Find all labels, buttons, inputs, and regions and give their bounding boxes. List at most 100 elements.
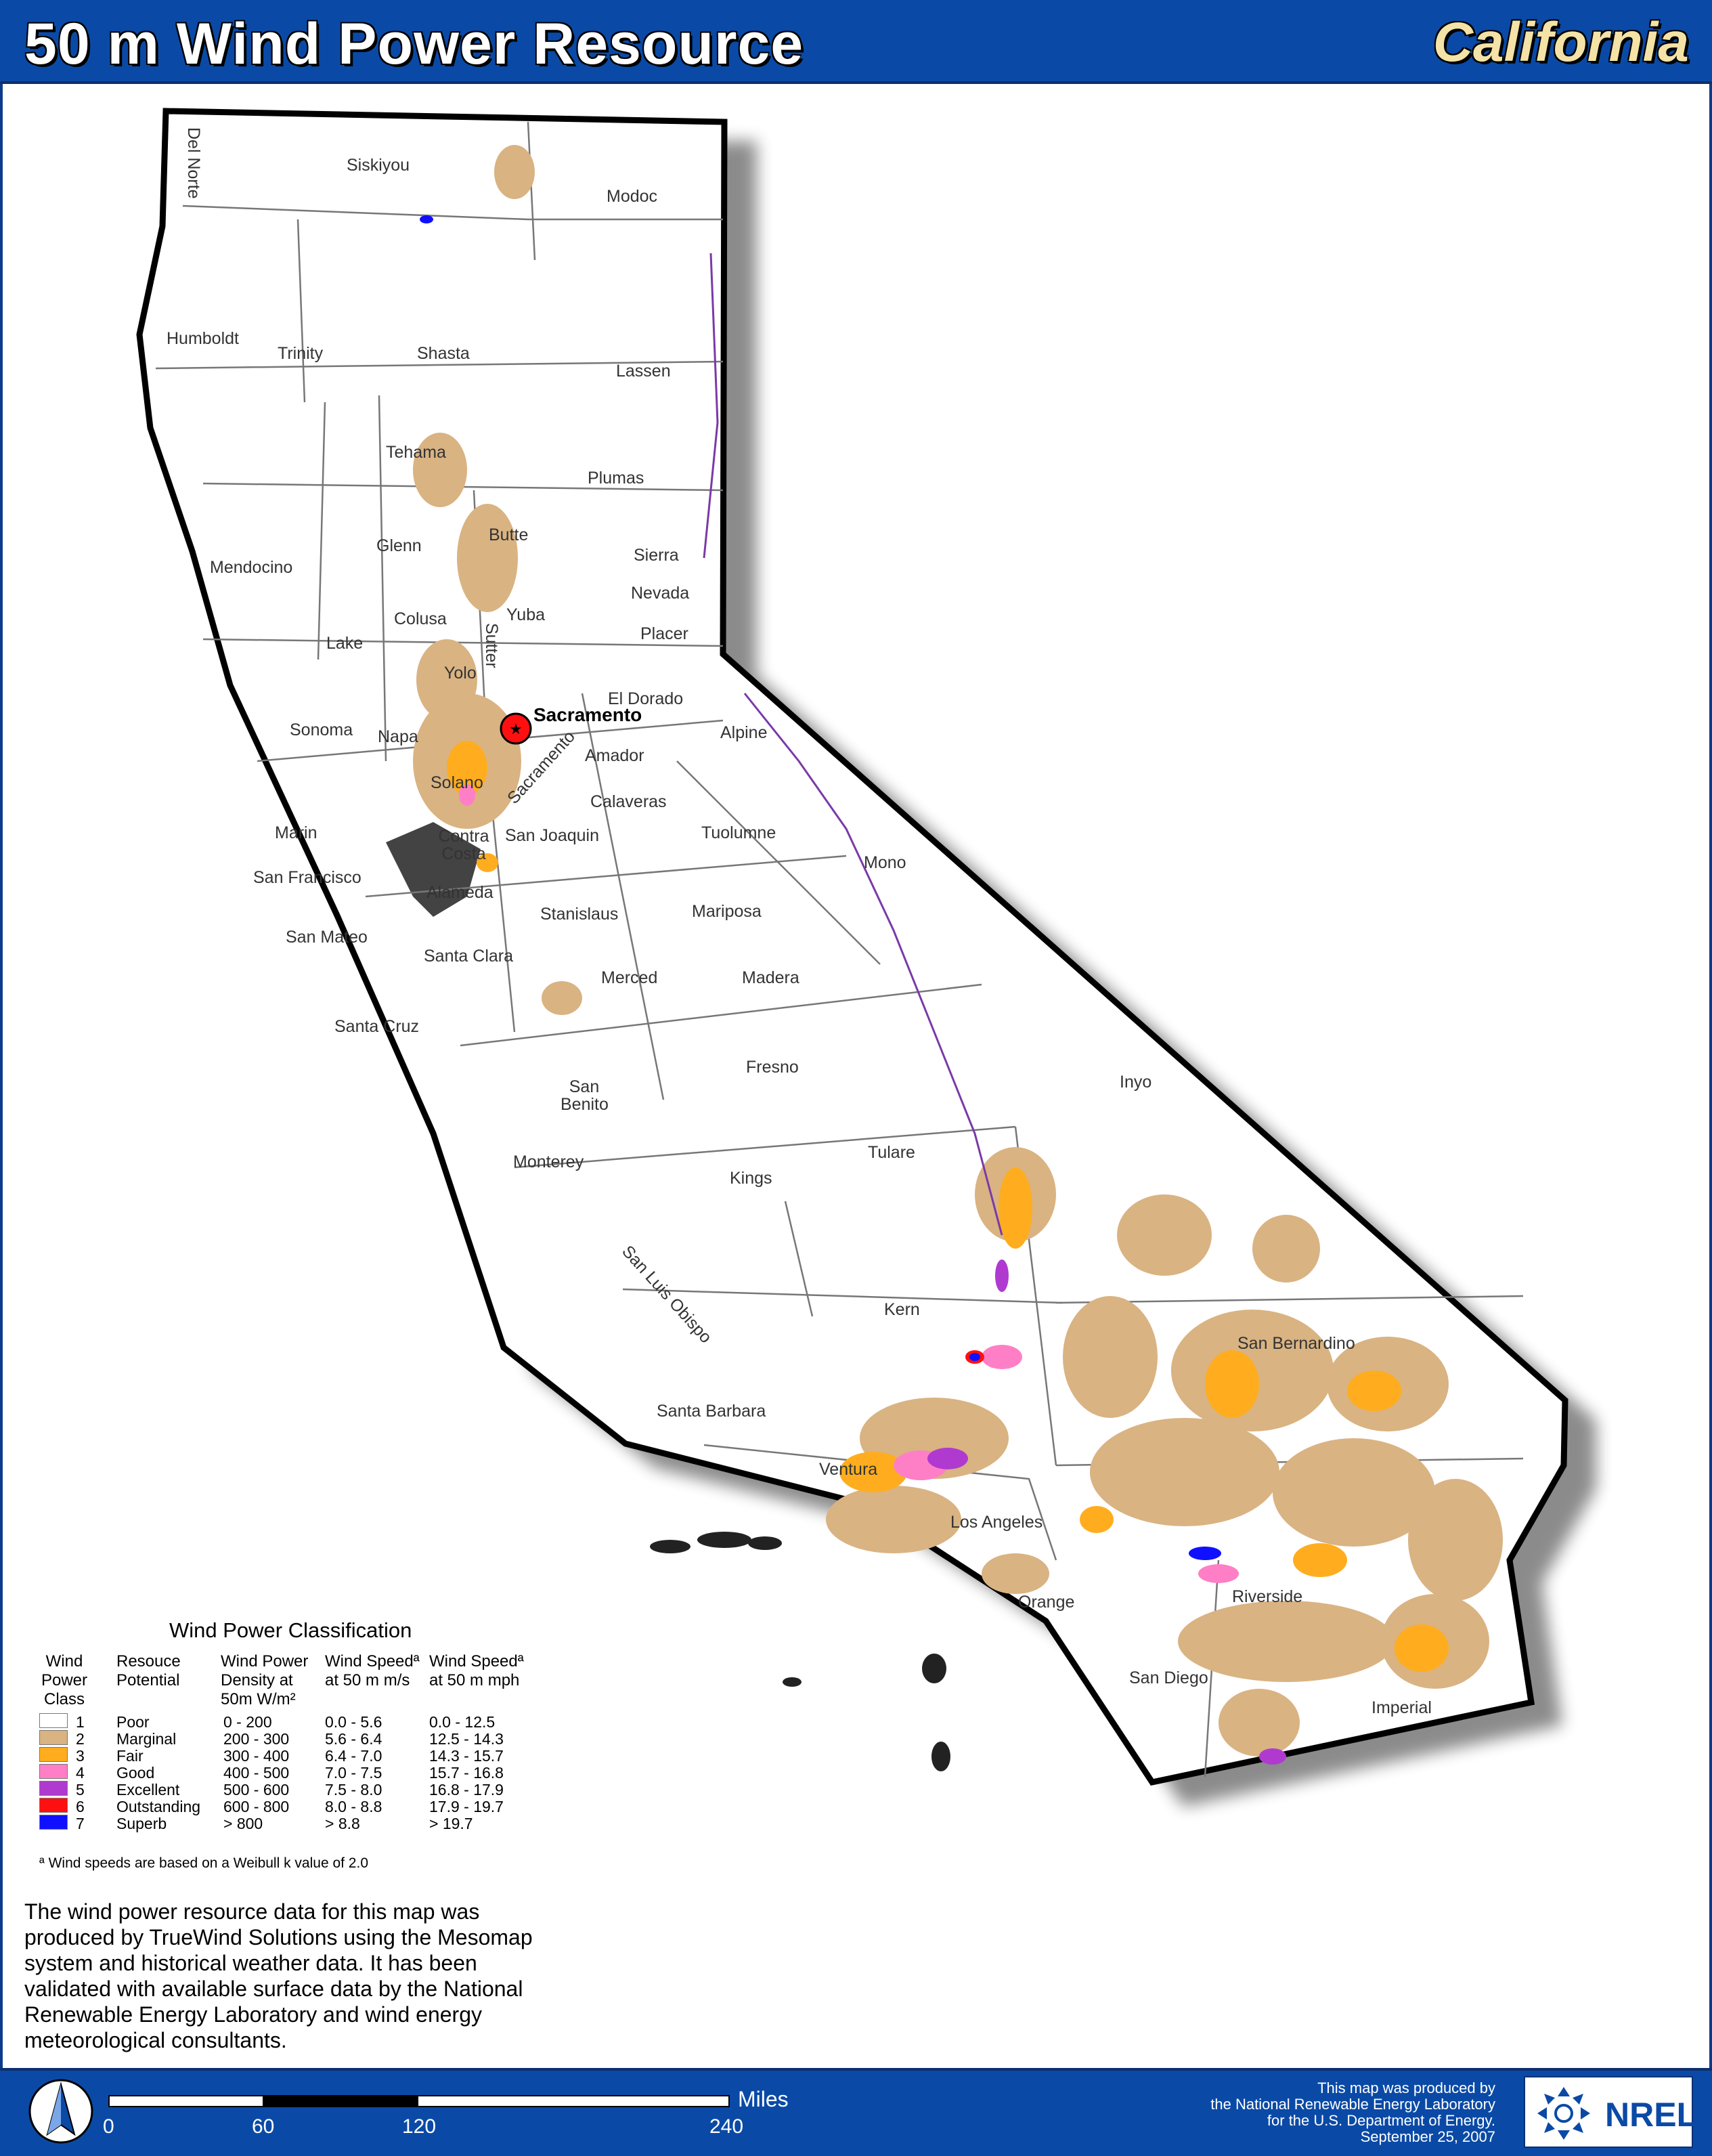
county-orange: Orange <box>1018 1593 1075 1612</box>
sierra-ridges <box>703 253 1003 1236</box>
legend-row: 3 Fair 300 - 400 6.4 - 7.0 14.3 - 15.7 <box>27 1747 542 1765</box>
legend-cell-ms: 0.0 - 5.6 <box>325 1713 382 1731</box>
county-marin: Marin <box>275 823 317 842</box>
county-los-angeles: Los Angeles <box>950 1513 1043 1532</box>
credit-text: This map was produced by the National Re… <box>1210 2080 1495 2145</box>
county-tulare: Tulare <box>868 1143 915 1162</box>
legend-swatch <box>39 1781 68 1796</box>
legend-row: 2 Marginal 200 - 300 5.6 - 6.4 12.5 - 14.3 <box>27 1730 542 1748</box>
legend-cell-cls: 1 <box>76 1713 85 1731</box>
map-description: The wind power resource data for this ma… <box>24 1899 533 2052</box>
legend-cell-cls: 3 <box>76 1747 85 1765</box>
county-kings: Kings <box>730 1169 772 1188</box>
county-sutter: Sutter <box>482 623 501 668</box>
county-riverside: Riverside <box>1232 1587 1303 1606</box>
legend-cell-potential: Good <box>116 1764 155 1782</box>
legend-cell-potential: Outstanding <box>116 1798 201 1815</box>
county-napa: Napa <box>378 727 418 746</box>
county-butte: Butte <box>489 525 529 544</box>
county-stanislaus: Stanislaus <box>540 905 619 924</box>
county-contra-costa: Contra Costa <box>438 827 489 863</box>
legend-cell-cls: 5 <box>76 1781 85 1798</box>
county-siskiyou: Siskiyou <box>347 156 410 175</box>
scale-unit: Miles <box>738 2087 789 2111</box>
scale-tick-120: 120 <box>402 2115 437 2138</box>
county-santa-clara: Santa Clara <box>424 947 514 966</box>
map-title: 50 m Wind Power Resource <box>24 12 804 77</box>
channel-islands <box>650 1532 950 1771</box>
footer-bar <box>0 2068 1712 2156</box>
title-bar: 50 m Wind Power Resource California <box>0 0 1712 84</box>
california-map: ★ <box>136 108 1596 1807</box>
county-shasta: Shasta <box>417 344 470 363</box>
county-inyo: Inyo <box>1120 1073 1152 1092</box>
county-humboldt: Humboldt <box>167 329 239 348</box>
county-del-norte: Del Norte <box>184 127 203 199</box>
class-5-areas <box>927 1259 1286 1765</box>
legend-row: 7 Superb > 800 > 8.8 > 19.7 <box>27 1815 542 1832</box>
county-santa-barbara: Santa Barbara <box>657 1402 766 1421</box>
county-calaveras: Calaveras <box>590 792 667 811</box>
legend-cell-cls: 2 <box>76 1730 85 1748</box>
county-tuolumne: Tuolumne <box>701 823 776 842</box>
county-san-francisco: San Francisco <box>253 868 361 887</box>
county-alameda: Alameda <box>426 883 493 902</box>
legend-cell-ms: 7.0 - 7.5 <box>325 1764 382 1782</box>
legend-cell-potential: Excellent <box>116 1781 180 1798</box>
legend-cell-ms: 6.4 - 7.0 <box>325 1747 382 1765</box>
scale-segment <box>108 2095 264 2107</box>
county-merced: Merced <box>601 968 658 987</box>
county-imperial: Imperial <box>1371 1698 1432 1717</box>
legend-cell-density: > 800 <box>223 1815 263 1832</box>
legend-row: 1 Poor 0 - 200 0.0 - 5.6 0.0 - 12.5 <box>27 1713 542 1731</box>
state-name: California <box>1432 12 1689 73</box>
county-san-joaquin: San Joaquin <box>505 826 600 845</box>
class-6-7-areas <box>420 215 1221 1560</box>
legend-cell-density: 0 - 200 <box>223 1713 272 1731</box>
county-kern: Kern <box>884 1300 920 1319</box>
legend-cell-density: 400 - 500 <box>223 1764 290 1782</box>
county-glenn: Glenn <box>376 536 422 555</box>
county-san-diego: San Diego <box>1129 1668 1208 1687</box>
scale-segment <box>263 2095 418 2107</box>
legend-row: 5 Excellent 500 - 600 7.5 - 8.0 16.8 - 17.9 <box>27 1781 542 1798</box>
nrel-logo-icon <box>1537 2087 1590 2140</box>
legend-cell-cls: 6 <box>76 1798 85 1815</box>
county-alpine: Alpine <box>720 723 768 742</box>
county-el-dorado: El Dorado <box>608 689 684 708</box>
scale-tick-60: 60 <box>252 2115 275 2138</box>
county-modoc: Modoc <box>607 187 658 206</box>
county-amador: Amador <box>585 746 644 765</box>
county-yolo: Yolo <box>444 664 477 683</box>
legend-header-potential: Resouce Potential <box>116 1652 181 1689</box>
legend-swatch <box>39 1730 68 1745</box>
legend-cell-mph: 0.0 - 12.5 <box>429 1713 496 1731</box>
legend-swatch <box>39 1747 68 1762</box>
credit-line-4: September 25, 2007 <box>1360 2128 1495 2145</box>
legend-header-speed-ms: Wind Speedª at 50 m m/s <box>325 1652 420 1689</box>
county-placer: Placer <box>640 624 688 643</box>
scale-tick-0: 0 <box>103 2115 114 2138</box>
legend-cell-potential: Poor <box>116 1713 150 1731</box>
legend-cell-mph: 17.9 - 19.7 <box>429 1798 504 1815</box>
capital-label: Sacramento <box>533 704 642 725</box>
legend-header-speed-mph: Wind Speedª at 50 m mph <box>429 1652 524 1689</box>
county-san-benito: San Benito <box>561 1077 609 1114</box>
legend-row: 6 Outstanding 600 - 800 8.0 - 8.8 17.9 - 19.… <box>27 1798 542 1815</box>
legend-cell-cls: 4 <box>76 1764 85 1782</box>
nrel-logo-text: NREL <box>1605 2096 1698 2134</box>
county-santa-cruz: Santa Cruz <box>334 1017 420 1036</box>
county-sierra: Sierra <box>634 546 679 565</box>
capital-star: ★ <box>509 720 523 737</box>
county-plumas: Plumas <box>588 469 644 488</box>
legend-cell-cls: 7 <box>76 1815 85 1832</box>
legend-title: Wind Power Classification <box>169 1618 412 1642</box>
legend-cell-mph: > 19.7 <box>429 1815 473 1832</box>
legend-cell-density: 200 - 300 <box>223 1730 290 1748</box>
county-solano: Solano <box>431 773 483 792</box>
legend-cell-ms: 8.0 - 8.8 <box>325 1798 382 1815</box>
county-san-bernardino: San Bernardino <box>1237 1334 1355 1353</box>
scale-tick-240: 240 <box>709 2115 744 2138</box>
scale-bar <box>108 2095 731 2109</box>
legend-swatch <box>39 1798 68 1813</box>
